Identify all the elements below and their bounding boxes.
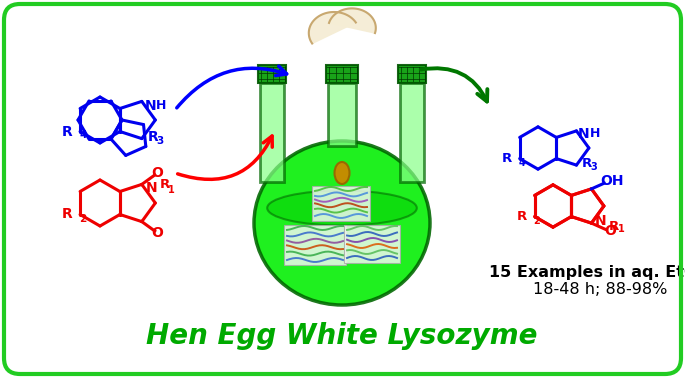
Bar — [328, 83, 356, 146]
Text: R: R — [160, 178, 170, 191]
Ellipse shape — [334, 162, 349, 184]
Text: N: N — [595, 214, 607, 228]
Text: R: R — [516, 210, 527, 223]
Bar — [400, 83, 424, 182]
Text: H: H — [590, 127, 600, 140]
Text: O: O — [151, 166, 163, 180]
Text: R: R — [148, 130, 158, 144]
Bar — [258, 65, 286, 83]
Text: O: O — [151, 226, 163, 240]
Text: R: R — [609, 220, 619, 233]
Text: N: N — [578, 127, 590, 141]
Text: 3: 3 — [590, 162, 597, 172]
Text: N: N — [145, 99, 156, 113]
Bar — [260, 83, 284, 182]
Bar — [398, 65, 426, 83]
Text: R: R — [62, 208, 72, 222]
Text: 1: 1 — [169, 185, 175, 195]
FancyArrowPatch shape — [177, 66, 286, 108]
Text: OH: OH — [600, 174, 623, 188]
FancyBboxPatch shape — [312, 186, 370, 221]
Polygon shape — [329, 8, 376, 33]
Text: H: H — [156, 99, 166, 112]
Text: 18-48 h; 88-98%: 18-48 h; 88-98% — [533, 282, 667, 297]
Text: 4: 4 — [79, 130, 86, 141]
FancyArrowPatch shape — [421, 68, 487, 102]
Text: 2: 2 — [79, 214, 86, 223]
Text: N: N — [145, 181, 157, 195]
Text: Hen Egg White Lysozyme: Hen Egg White Lysozyme — [147, 322, 538, 350]
Text: 1: 1 — [618, 224, 625, 234]
Text: 15 Examples in aq. EtOH: 15 Examples in aq. EtOH — [489, 265, 685, 280]
Polygon shape — [309, 12, 356, 43]
Ellipse shape — [267, 191, 416, 226]
FancyArrowPatch shape — [177, 136, 272, 180]
Bar — [326, 65, 358, 83]
Text: 3: 3 — [157, 136, 164, 146]
Text: R: R — [501, 152, 512, 165]
FancyBboxPatch shape — [284, 225, 346, 265]
Text: R: R — [62, 124, 72, 138]
Text: 2: 2 — [534, 215, 540, 226]
Text: 4: 4 — [519, 158, 525, 167]
Text: R: R — [582, 156, 592, 170]
Ellipse shape — [254, 141, 430, 305]
Text: O: O — [603, 224, 616, 238]
FancyBboxPatch shape — [344, 225, 400, 263]
